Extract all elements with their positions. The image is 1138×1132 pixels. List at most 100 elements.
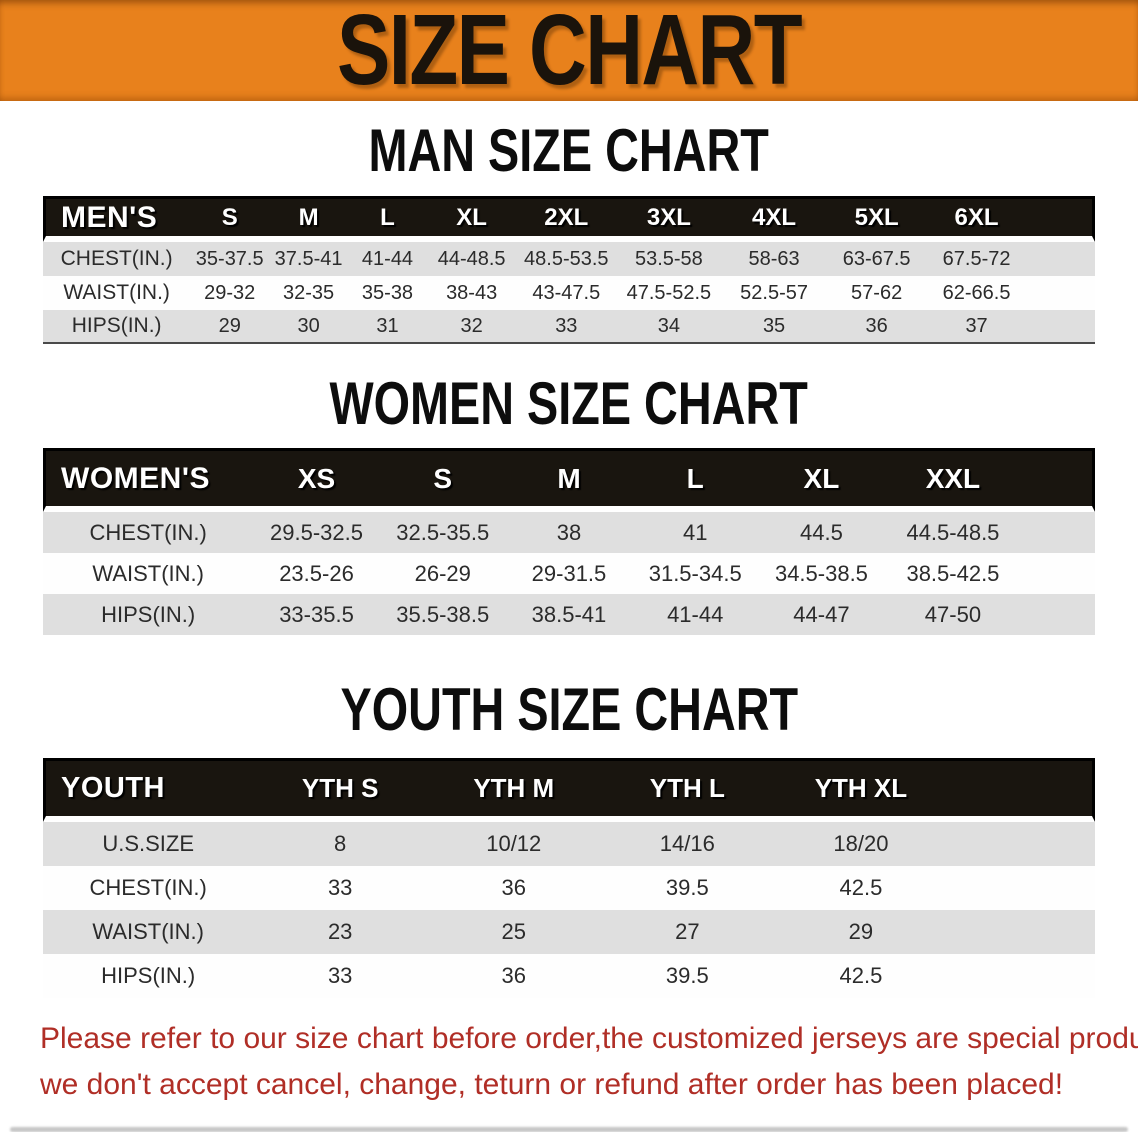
size-value-cell: 36	[426, 954, 601, 998]
size-column-header: XL	[426, 196, 517, 242]
size-value-cell: 48.5-53.5	[516, 242, 617, 276]
size-value-cell: 29-32	[190, 276, 270, 310]
size-value-cell: 33	[253, 954, 427, 998]
size-column-header: XXL	[884, 448, 1022, 512]
size-column-header: YTH L	[600, 758, 775, 822]
size-value-cell: 29	[774, 910, 948, 954]
size-column-header: 4XL	[721, 196, 827, 242]
row-label: HIPS(IN.)	[43, 310, 191, 344]
size-value-cell: 63-67.5	[826, 242, 927, 276]
table-corner-label: WOMEN'S	[43, 448, 254, 512]
youth-section-heading: YOUTH SIZE CHART	[0, 676, 1138, 743]
table-row: HIPS(IN.) 29 30 31 32 33 34 35 36 37	[43, 310, 1095, 344]
disclaimer-line-1: Please refer to our size chart before or…	[40, 1022, 1138, 1055]
women-size-table: WOMEN'S XS S M L XL XXL CHEST(IN.) 29.5-32.5 32.5…	[43, 448, 1095, 635]
size-value-cell: 43-47.5	[516, 276, 617, 310]
row-label: HIPS(IN.)	[43, 594, 254, 635]
size-value-cell: 8	[253, 822, 427, 866]
size-value-cell: 31	[348, 310, 427, 344]
row-label: WAIST(IN.)	[43, 276, 191, 310]
size-value-cell: 29.5-32.5	[253, 512, 380, 553]
banner: SIZE CHART	[0, 0, 1138, 101]
table-corner-label: MEN'S	[43, 196, 191, 242]
spacer-cell	[1026, 196, 1095, 242]
spacer-cell	[947, 822, 1095, 866]
table-row: U.S.SIZE 8 10/12 14/16 18/20	[43, 822, 1095, 866]
size-value-cell: 34.5-38.5	[758, 553, 885, 594]
size-value-cell: 27	[600, 910, 775, 954]
size-value-cell: 33	[253, 866, 427, 910]
section-women: WOMEN SIZE CHART WOMEN'S XS S M L XL XXL CHEST(…	[0, 370, 1138, 635]
men-section-heading: MAN SIZE CHART	[0, 117, 1138, 184]
size-column-header: YTH XL	[774, 758, 948, 822]
table-row: WAIST(IN.) 23.5-26 26-29 29-31.5 31.5-34.5 34…	[43, 553, 1095, 594]
size-value-cell: 33-35.5	[253, 594, 380, 635]
section-men: MAN SIZE CHART MEN'S S M L XL 2XL 3XL 4XL 5XL 6XL…	[0, 117, 1138, 344]
row-label: WAIST(IN.)	[43, 910, 254, 954]
table-row: HIPS(IN.) 33-35.5 35.5-38.5 38.5-41 41-44 44-…	[43, 594, 1095, 635]
women-section-heading: WOMEN SIZE CHART	[0, 370, 1138, 437]
size-column-header: 2XL	[516, 196, 617, 242]
size-value-cell: 38-43	[426, 276, 517, 310]
size-column-header: 3XL	[616, 196, 722, 242]
size-value-cell: 44-47	[758, 594, 885, 635]
size-value-cell: 44.5-48.5	[884, 512, 1022, 553]
spacer-cell	[1021, 448, 1095, 512]
spacer-cell	[1026, 310, 1095, 344]
size-value-cell: 37	[926, 310, 1027, 344]
size-value-cell: 39.5	[600, 954, 775, 998]
size-column-header: YTH S	[253, 758, 427, 822]
size-value-cell: 44.5	[758, 512, 885, 553]
size-value-cell: 14/16	[600, 822, 775, 866]
size-column-header: YTH M	[426, 758, 601, 822]
size-value-cell: 10/12	[426, 822, 601, 866]
size-column-header: M	[505, 448, 633, 512]
size-column-header: M	[269, 196, 349, 242]
size-value-cell: 30	[269, 310, 349, 344]
content: MAN SIZE CHART MEN'S S M L XL 2XL 3XL 4XL 5XL 6XL…	[0, 117, 1138, 998]
size-column-header: L	[632, 448, 759, 512]
size-value-cell: 23	[253, 910, 427, 954]
spacer-cell	[1021, 594, 1095, 635]
size-column-header: L	[348, 196, 427, 242]
size-value-cell: 39.5	[600, 866, 775, 910]
size-value-cell: 41-44	[632, 594, 759, 635]
size-value-cell: 36	[826, 310, 927, 344]
size-value-cell: 42.5	[774, 866, 948, 910]
table-corner-label: YOUTH	[43, 758, 254, 822]
table-header-row: YOUTH YTH S YTH M YTH L YTH XL	[43, 758, 1095, 822]
size-column-header: S	[379, 448, 506, 512]
size-column-header: 6XL	[926, 196, 1027, 242]
size-value-cell: 18/20	[774, 822, 948, 866]
size-value-cell: 31.5-34.5	[632, 553, 759, 594]
table-row: WAIST(IN.) 29-32 32-35 35-38 38-43 43-47.5 47.…	[43, 276, 1095, 310]
size-value-cell: 33	[516, 310, 617, 344]
size-value-cell: 47.5-52.5	[616, 276, 722, 310]
women-section-heading-text: WOMEN SIZE CHART	[329, 370, 809, 437]
size-value-cell: 29-31.5	[505, 553, 633, 594]
size-value-cell: 52.5-57	[721, 276, 827, 310]
disclaimer-line-2: we don't accept cancel, change, teturn o…	[40, 1068, 1064, 1101]
size-value-cell: 37.5-41	[269, 242, 349, 276]
size-value-cell: 38.5-42.5	[884, 553, 1022, 594]
spacer-cell	[1026, 242, 1095, 276]
row-label: U.S.SIZE	[43, 822, 254, 866]
size-value-cell: 26-29	[379, 553, 506, 594]
size-value-cell: 23.5-26	[253, 553, 380, 594]
table-row: CHEST(IN.) 33 36 39.5 42.5	[43, 866, 1095, 910]
size-value-cell: 38.5-41	[505, 594, 633, 635]
spacer-cell	[947, 866, 1095, 910]
table-header-row: WOMEN'S XS S M L XL XXL	[43, 448, 1095, 512]
size-column-header: S	[190, 196, 270, 242]
size-value-cell: 29	[190, 310, 270, 344]
row-label: CHEST(IN.)	[43, 512, 254, 553]
spacer-cell	[1026, 276, 1095, 310]
size-value-cell: 32.5-35.5	[379, 512, 506, 553]
row-label: CHEST(IN.)	[43, 242, 191, 276]
table-row: WAIST(IN.) 23 25 27 29	[43, 910, 1095, 954]
men-section-heading-text: MAN SIZE CHART	[368, 117, 770, 184]
row-label: WAIST(IN.)	[43, 553, 254, 594]
youth-section-heading-text: YOUTH SIZE CHART	[340, 676, 798, 743]
youth-size-table: YOUTH YTH S YTH M YTH L YTH XL U.S.SIZE 8 10/12…	[43, 758, 1095, 998]
